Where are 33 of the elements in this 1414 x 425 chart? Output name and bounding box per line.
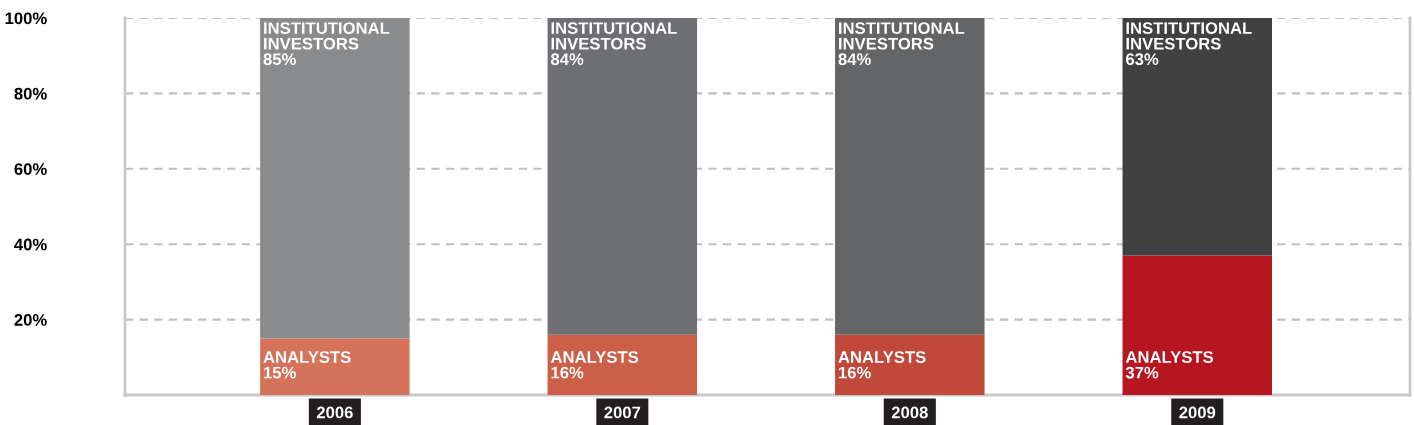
bar	[547, 18, 698, 335]
bar	[1122, 18, 1273, 256]
data-label: 85%	[263, 53, 296, 66]
series-label: INSTITUTIONAL INVESTORS	[264, 22, 390, 50]
text: ANALYSTS	[263, 351, 351, 363]
y-tick-label: 40%	[14, 238, 47, 251]
bar	[835, 334, 985, 395]
x-tick-label: 2008	[891, 406, 928, 419]
y-tick-label: 20%	[14, 314, 47, 326]
text: ANALYSTS	[550, 351, 639, 363]
x-tick-label: 2009	[1179, 406, 1216, 419]
x-tick-label: 2006	[316, 406, 353, 419]
bar	[547, 334, 698, 395]
y-tick-label: 80%	[14, 87, 47, 100]
data-label: 15%	[264, 366, 296, 379]
text: INSTITUTIONAL INVESTORS	[551, 22, 677, 50]
text: ANALYSTS	[1125, 351, 1214, 363]
bar	[835, 18, 985, 335]
text: INSTITUTIONAL INVESTORS	[1126, 22, 1252, 50]
y-tick-label: 60%	[14, 163, 47, 175]
data-label: 63%	[1126, 53, 1159, 66]
bar	[260, 338, 410, 395]
series-label: ANALYSTS	[838, 351, 926, 363]
data-label: 84%	[838, 53, 871, 66]
data-label: 84%	[550, 53, 584, 66]
data-label: 37%	[1125, 366, 1159, 379]
y-tick-label: 100%	[5, 12, 47, 25]
data-label: 16%	[838, 366, 871, 379]
bar	[260, 18, 410, 339]
bar	[1122, 255, 1273, 395]
data-label: 16%	[551, 366, 584, 379]
text: INSTITUTIONAL INVESTORS	[839, 22, 965, 50]
x-tick-label: 2007	[604, 406, 641, 419]
